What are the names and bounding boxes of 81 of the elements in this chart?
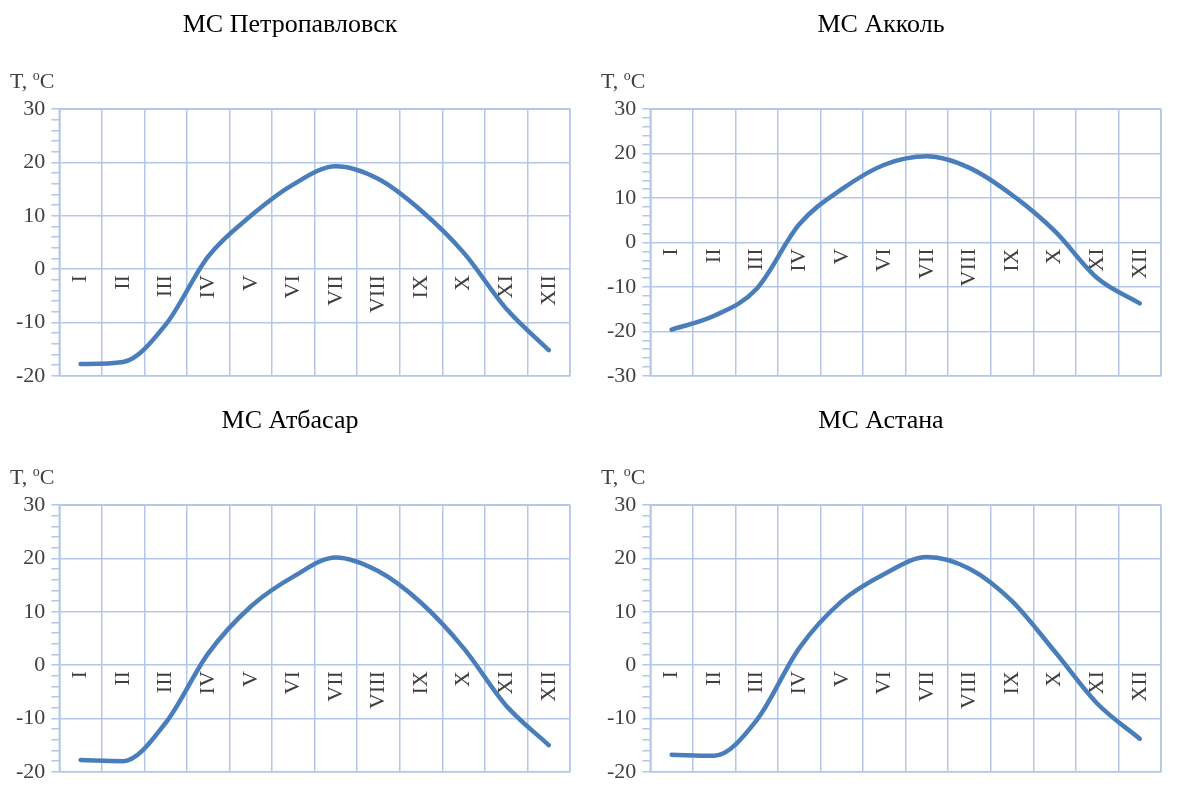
y-tick-label: 30 [23,94,46,120]
y-axis-title: T, $^{o}$C [10,68,55,95]
x-tick-label: XI [491,671,517,695]
x-tick-label: IX [997,671,1023,695]
x-tick-label: VIII [955,248,981,287]
y-tick-label: 0 [34,254,46,280]
x-tick-label: VI [870,671,896,695]
y-tick-label: -20 [607,757,637,783]
y-tick-label: -20 [16,757,46,783]
x-tick-label: VI [870,248,896,272]
x-tick-label: V [236,275,262,292]
y-axis-title: T, $^{o}$C [10,464,55,491]
chart-title: МС Петропавловск [182,9,398,39]
x-tick-label: II [699,248,725,264]
x-tick-label: II [108,275,134,290]
x-tick-label: IX [997,248,1023,272]
x-tick-label: III [742,248,768,271]
y-tick-label: 0 [625,228,637,254]
y-tick-label: -30 [607,361,637,387]
x-tick-label: V [236,671,262,688]
x-tick-label: VII [321,275,347,306]
x-tick-label: VII [912,671,938,702]
y-tick-label: 10 [614,183,637,209]
y-tick-label: 20 [614,544,637,570]
x-tick-label: XII [534,275,560,306]
y-tick-label: 20 [23,148,46,174]
x-tick-label: X [1040,248,1066,265]
x-tick-label: VIII [955,671,981,710]
y-tick-label: 10 [614,597,637,623]
x-tick-label: XI [1082,671,1108,695]
y-tick-label: 30 [614,94,637,120]
y-tick-label: -10 [607,272,637,298]
x-tick-label: V [827,248,853,265]
x-tick-label: VI [279,671,305,695]
x-tick-label: X [449,275,475,292]
x-tick-label: VIII [364,275,390,314]
chart-title: МС Астана [818,405,945,435]
y-tick-label: 10 [23,201,46,227]
x-tick-label: I [66,671,92,679]
x-tick-label: VIII [364,671,390,710]
x-tick-label: I [657,671,683,679]
x-tick-label: IV [785,671,811,695]
x-tick-label: II [108,671,134,686]
x-tick-label: IV [194,671,220,695]
y-tick-label: -20 [607,317,637,343]
y-axis-title: T, $^{o}$C [601,68,646,95]
chart-title: МС Атбасар [221,405,359,435]
x-tick-label: XII [1125,248,1151,280]
chart-title: МС Акколь [817,9,945,39]
x-tick-label: I [66,275,92,283]
x-tick-label: XI [491,275,517,299]
y-tick-label: -10 [607,704,637,730]
x-tick-label: X [1040,671,1066,688]
x-tick-label: III [151,275,177,298]
x-tick-label: XI [1082,248,1108,272]
x-tick-label: IV [194,275,220,299]
y-tick-label: 20 [23,544,46,570]
x-tick-label: I [657,248,683,256]
x-tick-label: III [742,671,768,694]
x-tick-label: VI [279,275,305,299]
x-tick-label: V [827,671,853,688]
y-tick-label: 20 [614,139,637,165]
x-tick-label: X [449,671,475,688]
y-tick-label: 10 [23,597,46,623]
x-tick-label: II [699,671,725,686]
y-tick-label: 0 [34,650,46,676]
x-tick-label: IV [785,248,811,272]
y-tick-label: -10 [16,308,46,334]
x-tick-label: XII [1125,671,1151,702]
y-tick-label: -10 [16,704,46,730]
x-tick-label: IX [406,275,432,299]
y-axis-title: T, $^{o}$C [601,464,646,491]
x-tick-label: XII [534,671,560,702]
y-tick-label: -20 [16,361,46,387]
y-tick-label: 30 [614,490,637,516]
y-tick-label: 0 [625,650,637,676]
x-tick-label: VII [321,671,347,702]
x-tick-label: VII [912,248,938,280]
x-tick-label: IX [406,671,432,695]
y-tick-label: 30 [23,490,46,516]
x-tick-label: III [151,671,177,694]
